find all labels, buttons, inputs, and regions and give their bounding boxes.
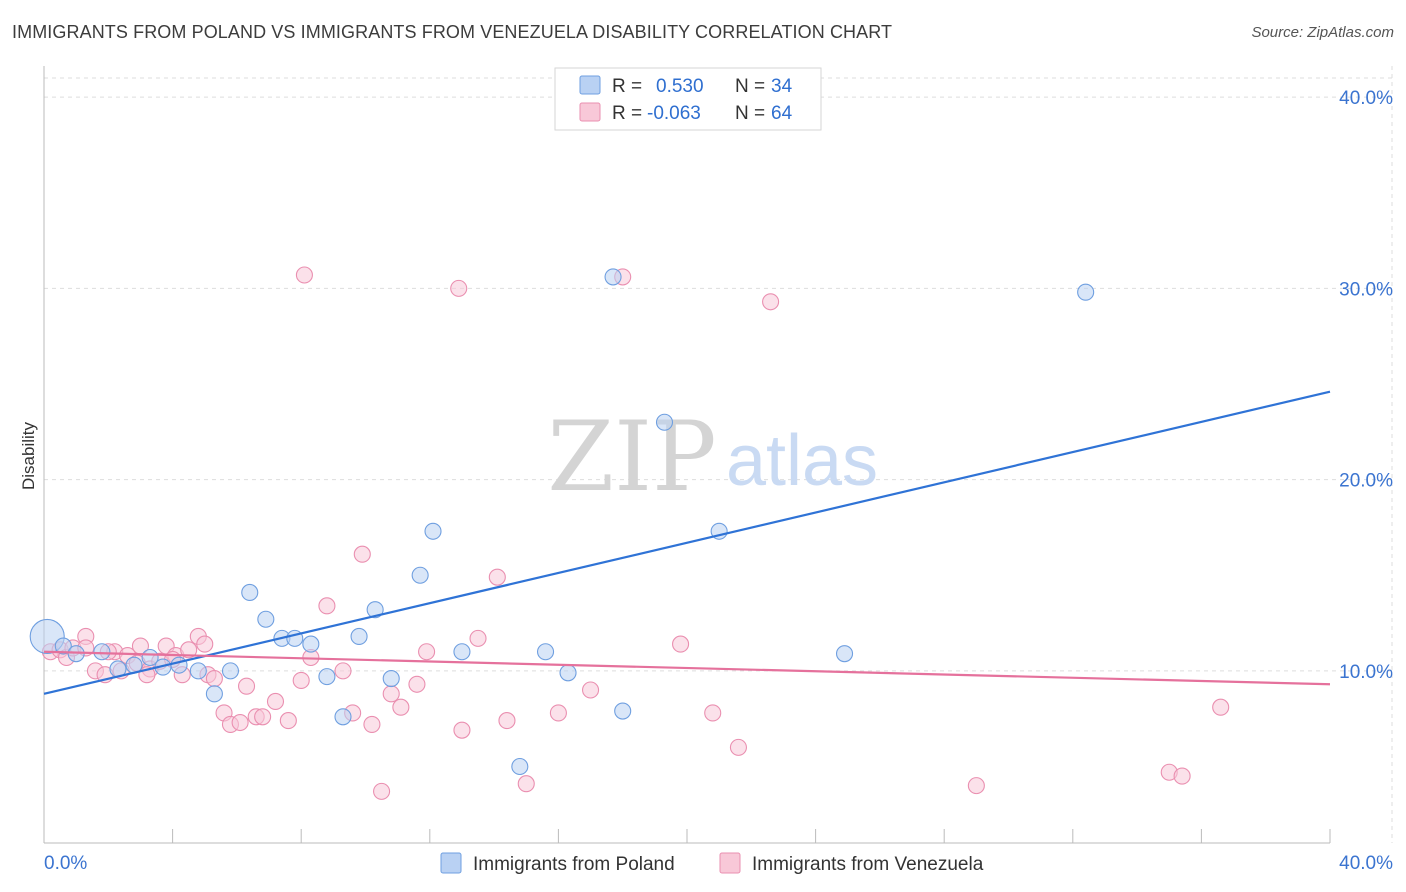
point-poland <box>170 656 188 674</box>
point-poland <box>241 583 259 602</box>
point-venezuela <box>392 698 410 716</box>
point-poland <box>559 664 577 682</box>
point-poland <box>453 643 471 661</box>
watermark-zip: ZIP <box>547 401 716 513</box>
series-poland-points <box>29 268 1095 776</box>
legend-r-value-venezuela: -0.063 <box>647 103 701 124</box>
point-venezuela <box>334 662 352 680</box>
point-venezuela <box>408 675 426 693</box>
point-venezuela <box>453 721 471 739</box>
legend-n-value-venezuela: 64 <box>771 103 793 124</box>
point-venezuela <box>295 266 313 284</box>
point-venezuela <box>279 712 297 730</box>
point-poland <box>1077 283 1095 301</box>
point-venezuela <box>418 643 436 661</box>
y-tick-label: 20.0% <box>1339 471 1393 492</box>
point-venezuela <box>254 708 272 726</box>
point-poland <box>655 413 674 431</box>
point-venezuela <box>469 629 487 647</box>
point-venezuela <box>373 782 391 800</box>
point-venezuela <box>237 677 256 695</box>
point-venezuela <box>450 279 468 297</box>
point-poland <box>318 668 336 686</box>
point-poland <box>205 685 223 703</box>
legend-n-label-poland: N = <box>735 76 765 97</box>
point-poland <box>835 645 854 663</box>
point-poland <box>221 662 240 680</box>
point-poland <box>511 757 529 776</box>
point-venezuela <box>292 671 310 689</box>
point-poland <box>189 662 207 680</box>
point-poland <box>411 566 429 584</box>
point-poland <box>382 669 400 688</box>
point-venezuela <box>704 704 722 722</box>
point-venezuela <box>353 545 371 563</box>
point-poland <box>604 268 622 286</box>
tick-labels: 10.0% 20.0% 30.0% 40.0% 0.0% 40.0% <box>44 88 1393 874</box>
legend-swatch-poland <box>579 75 601 95</box>
y-axis-label: Disability <box>19 421 38 490</box>
point-poland <box>54 637 72 655</box>
point-poland <box>614 702 632 720</box>
y-tick-label: 30.0% <box>1339 279 1393 300</box>
legend-r-label-venezuela: R = <box>612 103 642 124</box>
stats-legend: R = 0.530 N = 34 R = -0.063 N = 64 <box>554 67 822 131</box>
point-venezuela <box>517 775 535 793</box>
watermark-atlas: atlas <box>726 421 878 501</box>
point-poland <box>350 627 368 646</box>
point-venezuela <box>382 685 400 703</box>
y-tick-label: 10.0% <box>1339 662 1393 683</box>
grid-lines <box>44 66 1393 843</box>
x-tick-label-min: 0.0% <box>44 853 87 874</box>
point-venezuela <box>180 641 198 659</box>
point-poland <box>334 708 352 726</box>
chart-title: IMMIGRANTS FROM POLAND VS IMMIGRANTS FRO… <box>12 22 893 42</box>
legend-bottom-label-poland: Immigrants from Poland <box>473 854 675 875</box>
legend-r-value-poland: 0.530 <box>656 76 704 97</box>
point-poland <box>257 610 275 628</box>
point-venezuela <box>318 597 336 615</box>
point-venezuela <box>498 712 516 730</box>
series-venezuela-points <box>41 266 1230 800</box>
watermark: ZIP atlas <box>547 401 878 513</box>
point-poland <box>302 635 320 653</box>
point-venezuela <box>1173 767 1191 785</box>
point-venezuela <box>488 568 506 586</box>
y-tick-label: 40.0% <box>1339 88 1393 109</box>
point-venezuela <box>1212 698 1230 716</box>
trend-lines <box>43 390 1331 695</box>
trend-line-poland <box>43 390 1331 695</box>
point-venezuela <box>205 669 223 688</box>
point-venezuela <box>266 692 285 711</box>
point-venezuela <box>549 704 567 722</box>
point-venezuela <box>363 715 381 733</box>
x-tick-label-max: 40.0% <box>1339 853 1393 874</box>
point-poland <box>366 601 384 619</box>
series-legend: Immigrants from Poland Immigrants from V… <box>440 852 984 875</box>
point-venezuela <box>581 681 600 699</box>
trend-line-venezuela <box>43 650 1331 686</box>
axes <box>43 66 1331 844</box>
point-poland <box>536 643 555 661</box>
point-poland <box>93 643 111 661</box>
legend-bottom-label-venezuela: Immigrants from Venezuela <box>752 854 984 875</box>
legend-n-label-venezuela: N = <box>735 103 765 124</box>
point-venezuela <box>231 713 249 732</box>
point-venezuela <box>762 293 780 311</box>
source-label: Source: ZipAtlas.com <box>1251 24 1394 41</box>
legend-bottom-swatch-venezuela <box>719 852 741 874</box>
legend-n-value-poland: 34 <box>771 76 793 97</box>
point-venezuela <box>672 635 690 653</box>
point-poland <box>424 522 442 540</box>
legend-bottom-swatch-poland <box>440 852 462 874</box>
point-venezuela <box>729 738 747 756</box>
legend-swatch-venezuela <box>579 102 601 122</box>
point-venezuela <box>196 635 214 653</box>
point-venezuela <box>967 777 985 795</box>
legend-r-label-poland: R = <box>612 76 642 97</box>
